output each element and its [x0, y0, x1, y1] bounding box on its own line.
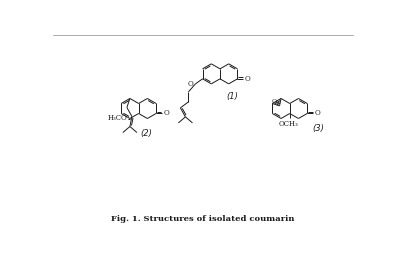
Text: (1): (1) — [226, 92, 238, 101]
Text: (2): (2) — [141, 129, 152, 137]
Text: (3): (3) — [312, 123, 324, 133]
Text: O: O — [245, 75, 251, 83]
Text: Fig. 1. Structures of isolated coumarin: Fig. 1. Structures of isolated coumarin — [111, 215, 295, 223]
Text: O: O — [164, 110, 169, 118]
Text: OCH₃: OCH₃ — [278, 120, 298, 128]
Text: O: O — [272, 99, 277, 104]
Text: H₃CO: H₃CO — [108, 114, 128, 123]
Text: O: O — [187, 80, 193, 88]
Text: O: O — [315, 110, 320, 118]
